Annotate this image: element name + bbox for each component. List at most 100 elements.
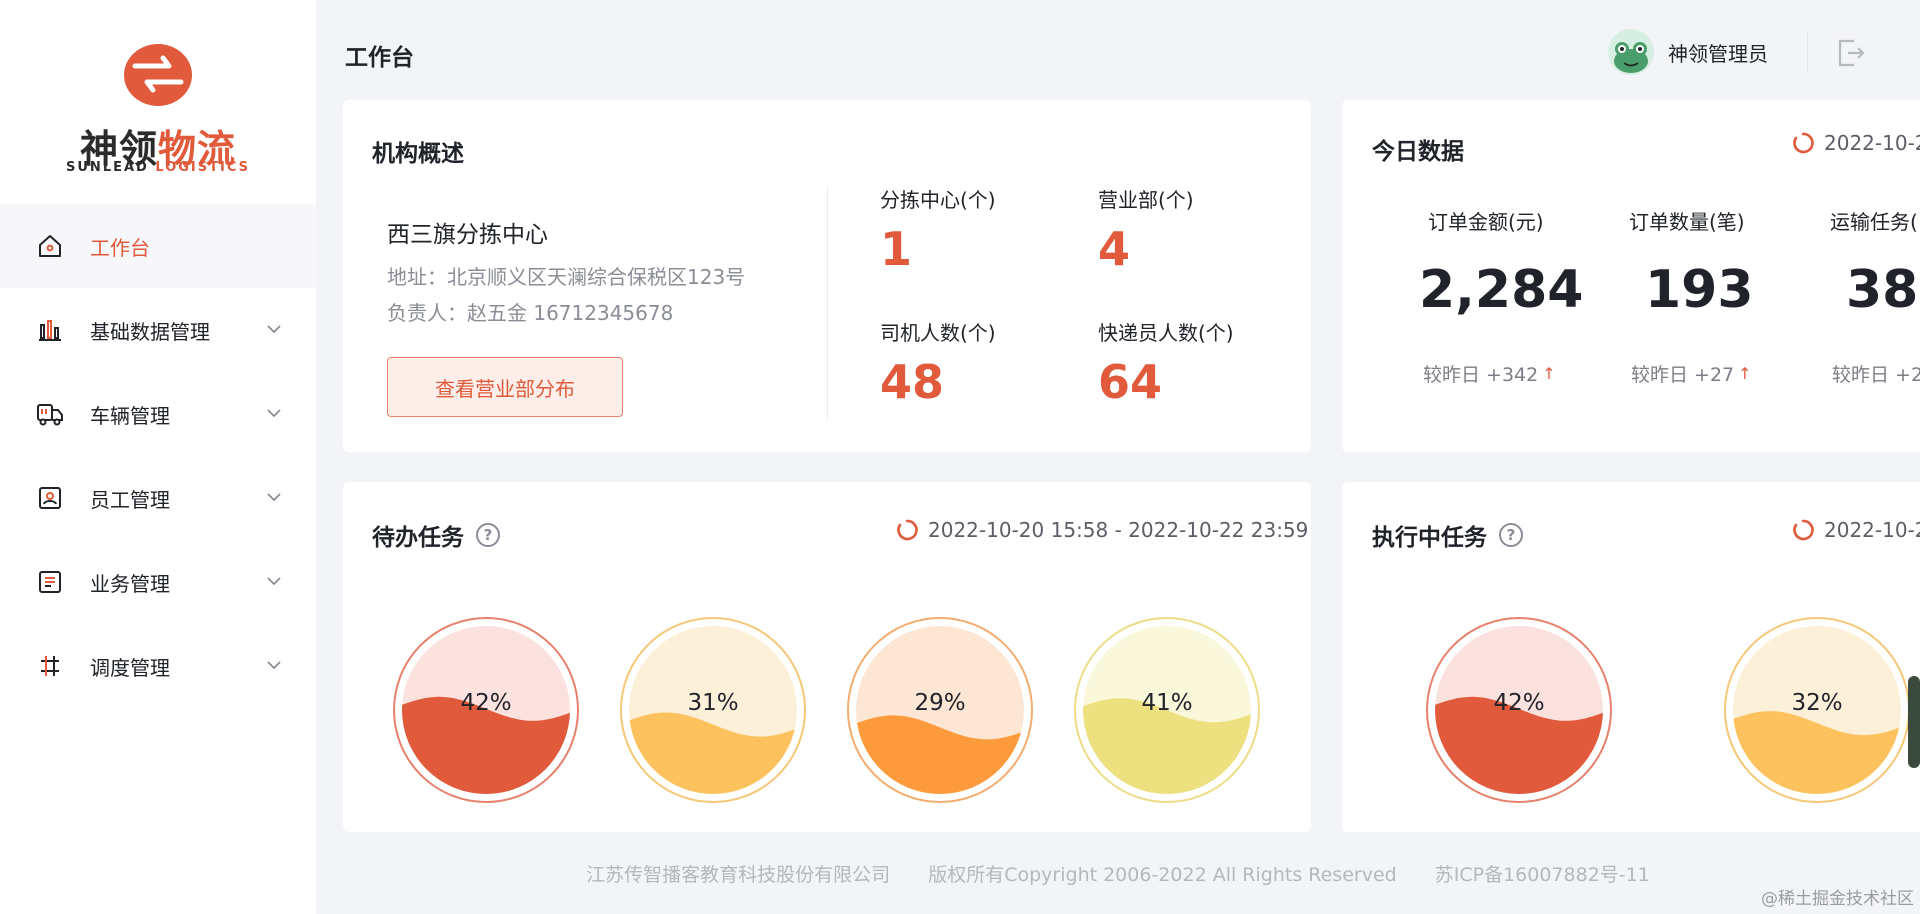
running-card-title: 执行中任务 ? <box>1372 518 1523 552</box>
logo-cn-highlight: 物流 <box>158 127 237 171</box>
dispatch-icon <box>36 652 64 680</box>
today-date-text: 2022-10-2 <box>1824 131 1920 155</box>
gauge-pending-3: 29% <box>846 616 1034 804</box>
running-title-text: 执行中任务 <box>1372 525 1487 551</box>
page-footer: 江苏传智播客教育科技股份有限公司 版权所有Copyright 2006-2022… <box>316 860 1920 887</box>
arrow-up-icon: ↑ <box>1542 364 1556 383</box>
brand-logo[interactable]: 神领物流 SUNLEAD LOGISTICS <box>0 38 316 188</box>
refresh-icon <box>1793 519 1814 541</box>
avatar[interactable] <box>1608 29 1654 75</box>
kpi-order-amount-label: 订单金额(元) <box>1428 210 1544 234</box>
stat-branches-label: 营业部(个) <box>1098 188 1194 212</box>
gauge-pending-2: 31% <box>619 616 807 804</box>
sidebar-item-label: 调度管理 <box>90 655 170 680</box>
document-icon <box>36 568 64 596</box>
frog-avatar-icon <box>1614 42 1648 73</box>
logo-text-cn: 神领物流 <box>0 118 316 173</box>
sidebar-item-label: 员工管理 <box>90 487 170 512</box>
gauge-percent: 41% <box>1141 690 1193 716</box>
pending-tasks-card: 待办任务 ? 2022-10-20 15:58 - 2022-10-22 23:… <box>343 482 1311 832</box>
kpi-order-count-label: 订单数量(笔) <box>1629 210 1745 234</box>
org-divider <box>827 186 828 420</box>
stat-sorting-centers-value: 1 <box>880 222 913 276</box>
sidebar-item-basic-data[interactable]: 基础数据管理 <box>0 288 316 372</box>
kpi-transport-label: 运输任务( <box>1830 210 1918 234</box>
stat-drivers-value: 48 <box>880 355 945 409</box>
pending-title-text: 待办任务 <box>372 525 464 551</box>
refresh-icon <box>897 519 918 541</box>
header-divider <box>1807 32 1808 72</box>
today-date-picker[interactable]: 2022-10-2 <box>1792 131 1920 155</box>
logo-en-highlight: LOGISTICS <box>155 160 250 175</box>
chevron-down-icon <box>267 409 281 418</box>
running-date-picker[interactable]: 2022-10-2 <box>1792 518 1920 542</box>
logo-cn-part: 神领 <box>79 127 158 171</box>
gauge-percent: 42% <box>1493 690 1545 716</box>
logo-mark-icon <box>124 44 192 106</box>
watermark: @稀土掘金技术社区 <box>1761 889 1914 909</box>
bar-chart-icon <box>36 316 64 344</box>
logo-text-en: SUNLEAD LOGISTICS <box>0 160 316 175</box>
delta-text: 较昨日 +342 <box>1423 364 1539 386</box>
gauge-percent: 29% <box>914 690 966 716</box>
help-icon[interactable]: ? <box>476 523 500 547</box>
chevron-down-icon <box>267 493 281 502</box>
id-card-icon <box>36 484 64 512</box>
stat-drivers-label: 司机人数(个) <box>880 321 996 345</box>
org-manager: 负责人：赵五金 16712345678 <box>387 301 674 325</box>
sidebar-item-business[interactable]: 业务管理 <box>0 540 316 624</box>
logout-icon[interactable] <box>1836 37 1866 73</box>
gauge-running-1: 42% <box>1425 616 1613 804</box>
today-card-title: 今日数据 <box>1372 139 1464 165</box>
floating-side-handle[interactable] <box>1908 676 1920 768</box>
stat-couriers-value: 64 <box>1098 355 1163 409</box>
gauge-pending-4: 41% <box>1073 616 1261 804</box>
sidebar: 神领物流 SUNLEAD LOGISTICS 工作台 基础数据管理 车辆管理 <box>0 0 316 914</box>
sidebar-item-staff[interactable]: 员工管理 <box>0 456 316 540</box>
user-name[interactable]: 神领管理员 <box>1668 42 1768 66</box>
chevron-down-icon <box>267 325 281 334</box>
page-title: 工作台 <box>345 45 414 71</box>
running-tasks-card: 执行中任务 ? 2022-10-2 42% 32% <box>1342 482 1920 832</box>
sidebar-item-label: 基础数据管理 <box>90 319 210 344</box>
sidebar-item-label: 业务管理 <box>90 571 170 596</box>
org-card-title: 机构概述 <box>372 141 464 167</box>
sidebar-menu: 工作台 基础数据管理 车辆管理 员工管理 业务 <box>0 204 316 708</box>
org-overview-card: 机构概述 西三旗分拣中心 地址：北京顺义区天澜综合保税区123号 负责人：赵五金… <box>343 100 1311 452</box>
kpi-order-count-value: 193 <box>1645 260 1754 320</box>
gauge-percent: 42% <box>460 690 512 716</box>
kpi-transport-delta: 较昨日 +2 <box>1832 364 1920 386</box>
chevron-down-icon <box>267 577 281 586</box>
view-branches-button[interactable]: 查看营业部分布 <box>387 357 623 417</box>
pending-card-title: 待办任务 ? <box>372 518 500 552</box>
footer-icp[interactable]: 苏ICP备16007882号-11 <box>1434 864 1650 886</box>
sidebar-item-label: 车辆管理 <box>90 403 170 428</box>
kpi-order-amount-delta: 较昨日 +342 ↑ <box>1423 360 1556 387</box>
stat-couriers-label: 快递员人数(个) <box>1098 321 1234 345</box>
logo-en-part: SUNLEAD <box>66 160 149 175</box>
kpi-order-count-delta: 较昨日 +27 ↑ <box>1631 360 1752 387</box>
home-icon <box>36 232 64 260</box>
running-date-text: 2022-10-2 <box>1824 518 1920 542</box>
sidebar-item-label: 工作台 <box>90 235 150 260</box>
refresh-icon <box>1793 132 1814 154</box>
help-icon[interactable]: ? <box>1499 523 1523 547</box>
truck-icon <box>36 400 64 428</box>
arrow-up-icon: ↑ <box>1738 364 1752 383</box>
org-address: 地址：北京顺义区天澜综合保税区123号 <box>387 265 746 289</box>
org-name: 西三旗分拣中心 <box>387 222 548 248</box>
gauge-pending-1: 42% <box>392 616 580 804</box>
gauge-percent: 31% <box>687 690 739 716</box>
gauge-running-2: 32% <box>1723 616 1911 804</box>
sidebar-item-vehicles[interactable]: 车辆管理 <box>0 372 316 456</box>
kpi-transport-value: 38 <box>1846 260 1919 320</box>
sidebar-item-dispatch[interactable]: 调度管理 <box>0 624 316 708</box>
pending-date-picker[interactable]: 2022-10-20 15:58 - 2022-10-22 23:59 <box>896 518 1308 542</box>
sidebar-item-workbench[interactable]: 工作台 <box>0 204 316 288</box>
stat-sorting-centers-label: 分拣中心(个) <box>880 188 996 212</box>
top-header: 工作台 神领管理员 <box>316 0 1920 100</box>
footer-company: 江苏传智播客教育科技股份有限公司 <box>586 864 891 886</box>
today-data-card: 今日数据 2022-10-2 订单金额(元) 2,284 较昨日 +342 ↑ 订… <box>1342 100 1920 452</box>
gauge-percent: 32% <box>1791 690 1843 716</box>
delta-text: 较昨日 +27 <box>1631 364 1735 386</box>
